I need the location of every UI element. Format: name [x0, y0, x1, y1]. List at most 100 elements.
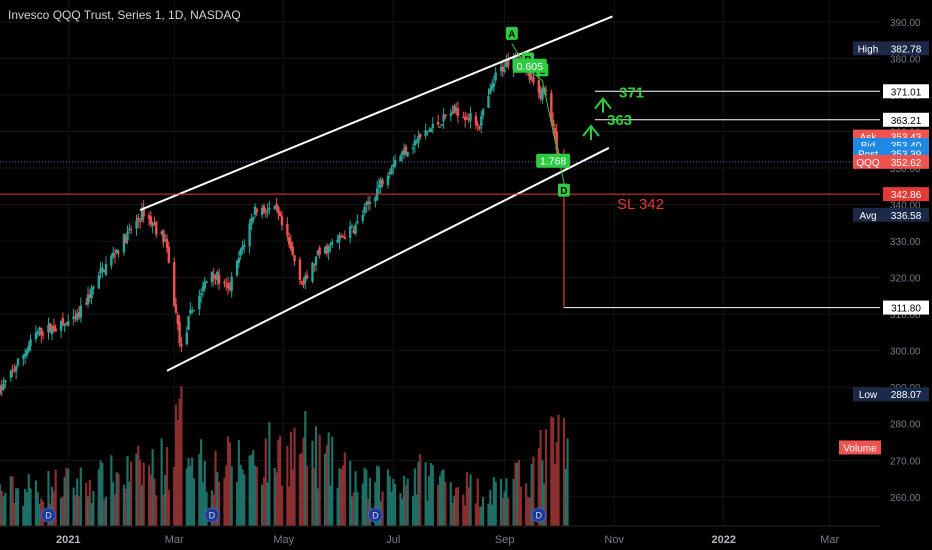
candle — [189, 309, 192, 314]
volume-bar — [151, 449, 154, 526]
candle — [126, 231, 129, 241]
dividend-marker — [531, 507, 547, 523]
volume-bar — [474, 503, 478, 526]
candle — [277, 207, 280, 214]
candle — [413, 140, 417, 146]
volume-bar — [487, 503, 490, 526]
volume-bar — [22, 505, 25, 526]
volume-bar — [478, 506, 481, 526]
candle — [336, 239, 339, 243]
volume-bar — [316, 488, 319, 526]
price-value-label: 342.86 — [891, 190, 922, 201]
candle — [129, 229, 133, 231]
volume-bar — [340, 469, 343, 526]
candle — [261, 207, 264, 215]
volume-bar — [162, 494, 165, 526]
volume-bar — [279, 435, 282, 526]
volume-bar — [253, 465, 257, 526]
volume-bar — [15, 488, 18, 526]
volume-bar — [88, 479, 91, 526]
candle — [426, 131, 429, 133]
candle — [164, 240, 167, 242]
price-value-label: 336.58 — [891, 211, 922, 222]
candle — [266, 210, 269, 212]
dividend-label: D — [209, 511, 216, 521]
candle — [465, 117, 469, 120]
candle — [173, 262, 176, 306]
volume-bar — [363, 467, 366, 526]
candle — [273, 205, 276, 210]
candle — [431, 123, 435, 129]
candle — [350, 227, 354, 229]
candle — [381, 180, 384, 185]
volume-bar — [248, 455, 251, 526]
volume-bar — [449, 482, 452, 526]
volume-bar — [381, 491, 384, 526]
candle — [253, 206, 257, 216]
candle — [117, 251, 120, 253]
candle — [255, 208, 259, 213]
volume-bar — [13, 502, 16, 526]
volume-bar — [291, 469, 294, 526]
target-label: 363 — [607, 112, 632, 129]
candle — [65, 322, 68, 325]
volume-bar — [130, 461, 133, 526]
volume-bar — [2, 496, 5, 526]
volume-bar — [189, 465, 192, 526]
candle — [280, 216, 284, 226]
candle — [165, 238, 169, 248]
volume-bar — [313, 468, 316, 526]
candle — [201, 286, 205, 291]
volume-bar — [341, 465, 345, 526]
candle — [374, 197, 377, 202]
volume-bar — [311, 440, 314, 526]
candle — [325, 245, 329, 254]
volume-bar — [480, 506, 483, 526]
volume-bar — [173, 467, 176, 526]
candle — [343, 237, 347, 240]
candle — [72, 316, 75, 320]
candle — [4, 380, 7, 383]
volume-bar — [230, 466, 233, 526]
volume-bar — [138, 459, 142, 526]
candle — [318, 247, 321, 255]
time-tick-label: 2022 — [712, 534, 736, 546]
price-tick-label: 260.00 — [890, 493, 921, 504]
time-tick-label: Jul — [386, 534, 400, 546]
volume-bar — [304, 411, 307, 526]
candle — [185, 332, 188, 345]
volume-bar — [356, 491, 359, 526]
candle — [553, 127, 557, 134]
candle — [151, 222, 154, 227]
volume-bar — [426, 500, 429, 526]
candle — [341, 235, 345, 237]
volume-bar — [241, 469, 244, 526]
volume-bar — [191, 457, 194, 526]
volume-bar — [336, 487, 339, 526]
volume-bar — [438, 475, 442, 526]
candle — [115, 249, 118, 254]
candle — [88, 294, 91, 299]
volume-bar — [314, 426, 318, 526]
volume-bar — [519, 486, 522, 526]
candle — [293, 255, 296, 262]
candle — [530, 76, 533, 78]
stop-loss-label: SL 342 — [617, 196, 664, 213]
candle — [356, 221, 359, 224]
volume-bar — [453, 495, 456, 526]
volume-bar — [85, 482, 88, 526]
volume-bar — [318, 434, 321, 526]
volume-bar — [205, 491, 208, 526]
candle — [16, 358, 20, 366]
candle — [76, 313, 79, 320]
volume-bar — [368, 477, 372, 526]
price-value-label: 288.07 — [891, 390, 922, 401]
volume-bar — [350, 496, 354, 526]
price-value-label: 352.62 — [891, 158, 922, 169]
volume-bar — [61, 496, 64, 526]
volume-bar — [424, 462, 427, 526]
candle — [59, 320, 63, 331]
volume-bar — [266, 482, 269, 526]
volume-bar — [539, 429, 542, 526]
